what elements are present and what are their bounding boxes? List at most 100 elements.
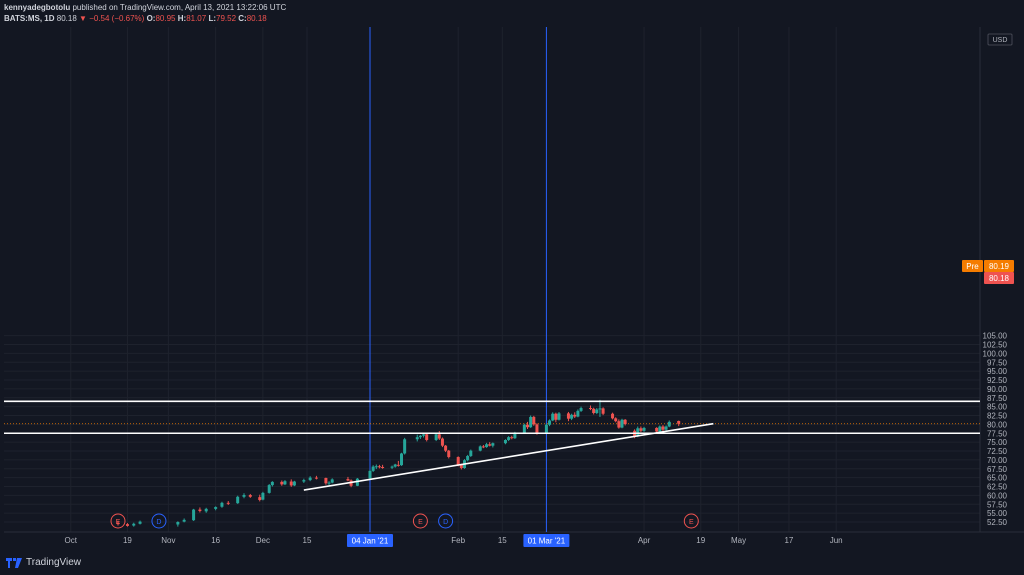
candle-body <box>292 481 296 486</box>
x-tick-label: Feb <box>451 536 465 545</box>
candle-body <box>573 414 577 417</box>
candle-body <box>617 421 621 428</box>
candle-body <box>248 495 252 497</box>
candle-body <box>302 480 306 482</box>
candle-body <box>589 408 592 410</box>
x-tick-label: Nov <box>161 536 175 545</box>
y-tick-label: 97.50 <box>987 358 1008 367</box>
x-tick-label: Oct <box>65 536 78 545</box>
earnings-event-marker[interactable] <box>683 513 699 529</box>
high-value: 81.07 <box>186 14 207 23</box>
candle-body <box>267 485 271 493</box>
pre-price-label: 80.19 <box>989 262 1010 271</box>
candle-body <box>466 455 470 461</box>
earnings-event-marker[interactable] <box>110 513 126 529</box>
y-tick-label: 52.50 <box>987 518 1008 527</box>
dividend-event-marker[interactable] <box>151 513 167 529</box>
x-tick-label: Dec <box>256 536 270 545</box>
candle-body <box>503 439 507 444</box>
candle-body <box>270 481 274 486</box>
candle-body <box>226 502 230 504</box>
y-tick-label: 105.00 <box>983 332 1008 341</box>
candle-body <box>125 524 129 526</box>
candle-body <box>623 419 627 425</box>
candle-body <box>400 453 403 466</box>
candle-body <box>261 492 265 500</box>
candle-body <box>425 434 429 440</box>
candle-body <box>198 509 202 511</box>
candle-body <box>513 432 517 439</box>
candle-body <box>636 428 640 437</box>
date-marker-box <box>523 534 570 547</box>
author-name[interactable]: kennyadegbotolu <box>4 3 71 12</box>
trendline[interactable] <box>303 422 714 491</box>
candle-body <box>327 482 331 484</box>
candle-body <box>576 410 580 417</box>
last-price: 80.18 <box>56 14 77 23</box>
x-tick-label: 17 <box>784 536 793 545</box>
candle-body <box>390 466 394 468</box>
candle-body <box>677 421 681 424</box>
down-arrow-icon: ▼ <box>79 14 87 23</box>
pre-price-box <box>984 260 1014 272</box>
candle-body <box>396 464 400 466</box>
candle-body <box>601 408 605 414</box>
low-label: L: <box>208 14 217 23</box>
y-tick-label: 82.50 <box>987 412 1008 421</box>
candle-body <box>488 444 492 446</box>
candle-body <box>355 478 359 486</box>
x-tick-label: Apr <box>638 536 651 545</box>
candle-body <box>403 439 407 454</box>
candle-body <box>491 443 495 446</box>
candle-body <box>182 519 186 522</box>
x-tick-label: May <box>731 536 746 545</box>
pre-tag-box <box>962 260 983 272</box>
dividend-event-marker[interactable] <box>438 513 454 529</box>
candle-body <box>324 477 328 484</box>
candle-body <box>522 424 526 433</box>
candle-body <box>592 408 596 414</box>
y-tick-label: 60.00 <box>987 491 1008 500</box>
tradingview-logo[interactable]: TradingView <box>6 557 81 568</box>
header-line-2: BATS:MS, 1D 80.18 ▼ −0.54 (−0.67%) O:80.… <box>4 14 267 24</box>
low-value: 79.52 <box>216 14 237 23</box>
candle-body <box>658 426 662 432</box>
candle-body <box>611 413 615 419</box>
candle-body <box>544 424 548 433</box>
earnings-event-marker[interactable] <box>412 513 428 529</box>
candle-body <box>598 408 602 410</box>
candle-body <box>138 521 142 524</box>
candle-body <box>456 457 460 465</box>
candle-body <box>381 466 385 468</box>
open-value: 80.95 <box>155 14 176 23</box>
candle-body <box>236 496 240 504</box>
y-tick-label: 95.00 <box>987 367 1008 376</box>
y-tick-label: 62.50 <box>987 483 1008 492</box>
candle-body <box>418 435 422 438</box>
x-tick-label: Jun <box>830 536 843 545</box>
candle-body <box>330 479 334 483</box>
change-value: −0.54 (−0.67%) <box>89 14 145 23</box>
candle-body <box>422 434 426 436</box>
candle-body <box>639 428 643 431</box>
candle-body <box>242 495 246 497</box>
candle-body <box>437 434 441 439</box>
date-marker-label: 04 Jan '21 <box>352 537 389 546</box>
candle-body <box>204 508 208 512</box>
candle-body <box>447 450 451 458</box>
header-line-1: kennyadegbotolu published on TradingView… <box>4 3 286 13</box>
y-tick-label: 80.00 <box>987 420 1008 429</box>
currency-badge[interactable] <box>987 33 1013 46</box>
y-tick-label: 72.50 <box>987 447 1008 456</box>
earnings-event-letter: E <box>689 519 694 526</box>
candle-body <box>478 446 482 451</box>
candle-body <box>620 419 624 428</box>
candle-body <box>667 421 671 427</box>
candle-body <box>220 502 224 507</box>
plot-area[interactable] <box>4 27 980 532</box>
candle-body <box>535 424 539 433</box>
candle-body <box>532 416 536 425</box>
x-tick-label: 19 <box>123 536 132 545</box>
candle-body <box>176 522 180 525</box>
